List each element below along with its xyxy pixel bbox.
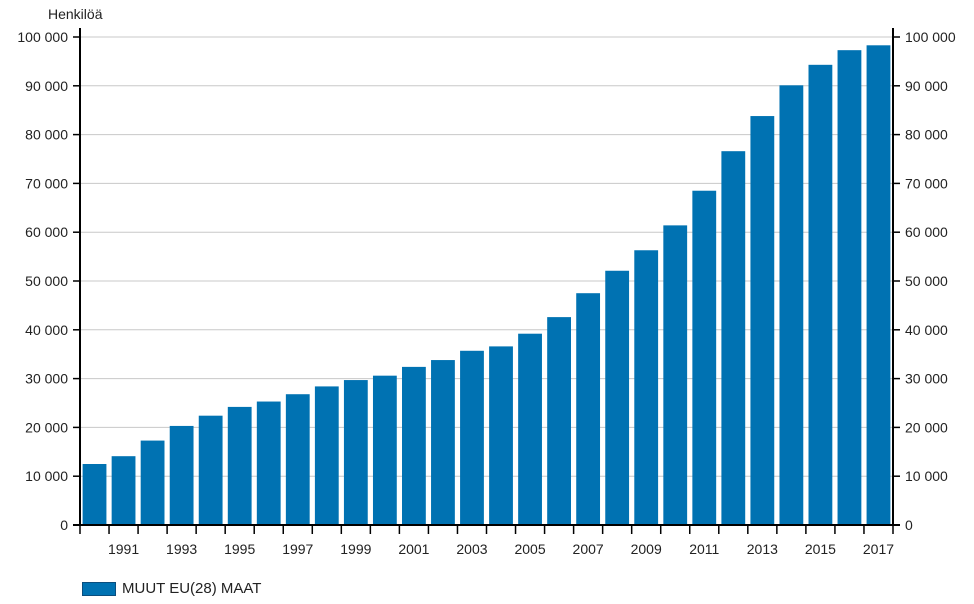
y-tick-label-left: 50 000 xyxy=(25,273,68,289)
y-tick-label-right: 40 000 xyxy=(905,322,948,338)
x-tick-label: 1997 xyxy=(282,541,313,557)
x-tick-label: 2017 xyxy=(863,541,894,557)
bar xyxy=(837,50,862,526)
bar xyxy=(343,380,368,525)
x-tick-label: 2011 xyxy=(689,541,719,557)
y-tick-label-right: 90 000 xyxy=(905,78,948,94)
bar xyxy=(779,85,804,525)
bar xyxy=(140,440,165,525)
bar xyxy=(750,116,775,525)
x-tick-label: 2007 xyxy=(573,541,604,557)
x-tick-label: 1991 xyxy=(108,541,139,557)
bar xyxy=(518,333,542,525)
y-tick-label-right: 30 000 xyxy=(905,371,948,387)
bar xyxy=(808,64,833,525)
y-axis-title: Henkilöä xyxy=(48,6,103,22)
bars xyxy=(82,45,891,526)
bar xyxy=(547,317,571,525)
y-tick-label-left: 10 000 xyxy=(25,468,68,484)
x-tick-label: 2001 xyxy=(398,541,429,557)
bar xyxy=(634,250,659,526)
x-tick-label: 2003 xyxy=(456,541,487,557)
axes xyxy=(73,28,900,534)
bar xyxy=(866,45,891,526)
y-tick-label-right: 20 000 xyxy=(905,419,948,435)
bar xyxy=(605,270,630,525)
y-tick-label-left: 0 xyxy=(60,517,68,533)
bar xyxy=(285,394,310,525)
legend: MUUT EU(28) MAAT xyxy=(82,580,261,597)
bar xyxy=(489,346,513,525)
bar xyxy=(314,386,339,525)
y-tick-label-left: 60 000 xyxy=(25,224,68,240)
bar xyxy=(372,375,397,525)
bar xyxy=(692,190,717,525)
y-tick-label-right: 50 000 xyxy=(905,273,948,289)
bar xyxy=(111,456,136,525)
tick-labels: 0 0 10 000 10 000 20 000 20 000 30 000 30 000 40… xyxy=(17,29,955,557)
bar xyxy=(431,360,455,525)
bar xyxy=(460,350,484,525)
y-tick-label-left: 90 000 xyxy=(25,78,68,94)
y-tick-label-right: 70 000 xyxy=(905,175,948,191)
bar xyxy=(721,151,746,525)
bar xyxy=(402,366,426,525)
y-tick-label-left: 20 000 xyxy=(25,419,68,435)
bar xyxy=(256,401,281,525)
y-tick-label-right: 80 000 xyxy=(905,127,948,143)
y-tick-label-right: 60 000 xyxy=(905,224,948,240)
y-tick-label-right: 10 000 xyxy=(905,468,948,484)
x-tick-label: 2005 xyxy=(514,541,545,557)
y-tick-label-left: 80 000 xyxy=(25,127,68,143)
bar xyxy=(663,225,688,526)
x-tick-label: 2009 xyxy=(631,541,662,557)
y-tick-label-left: 30 000 xyxy=(25,371,68,387)
legend-label: MUUT EU(28) MAAT xyxy=(122,580,262,597)
bar xyxy=(576,293,601,525)
x-tick-label: 2015 xyxy=(805,541,836,557)
bar xyxy=(169,425,194,525)
y-tick-label-left: 70 000 xyxy=(25,175,68,191)
x-tick-label: 2013 xyxy=(747,541,778,557)
x-tick-label: 1995 xyxy=(224,541,255,557)
bar xyxy=(227,406,252,525)
x-tick-label: 1999 xyxy=(340,541,371,557)
bar xyxy=(198,415,223,525)
legend-swatch xyxy=(82,581,116,596)
bar xyxy=(82,464,107,525)
y-tick-label-right: 100 000 xyxy=(905,29,956,45)
y-tick-label-right: 0 xyxy=(905,517,913,533)
y-tick-label-left: 40 000 xyxy=(25,322,68,338)
y-tick-label-left: 100 000 xyxy=(17,29,68,45)
x-tick-label: 1993 xyxy=(166,541,197,557)
